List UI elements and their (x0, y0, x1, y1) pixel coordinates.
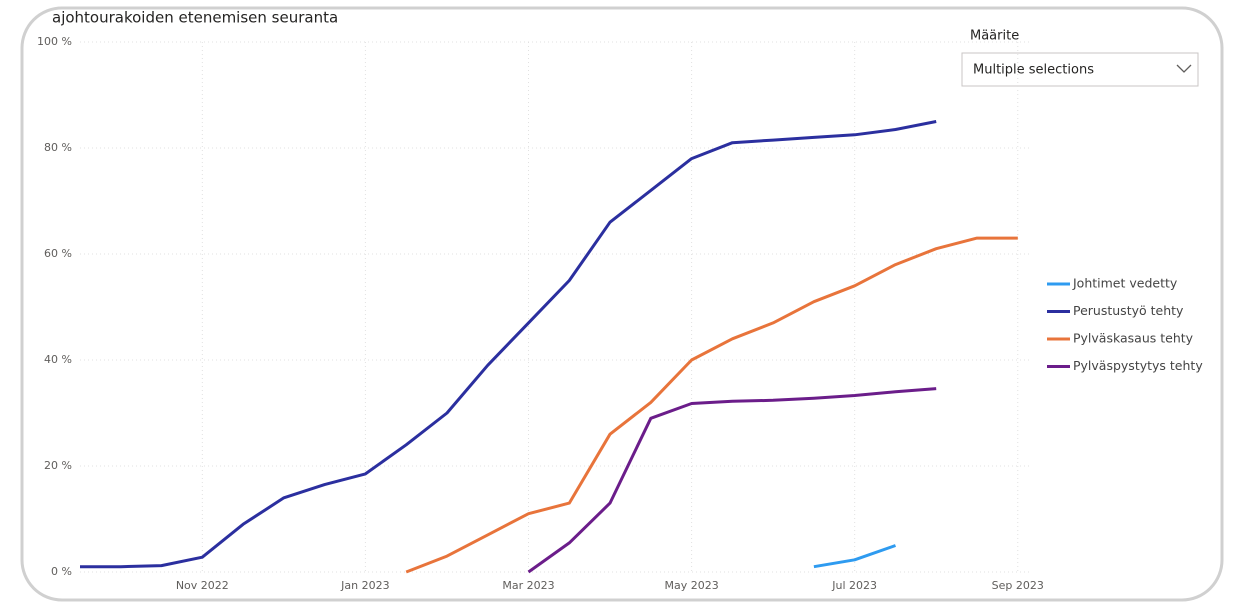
y-tick-label: 0 % (51, 565, 72, 578)
x-tick-label: May 2023 (664, 579, 718, 592)
dropdown-chevron[interactable] (1176, 64, 1192, 73)
series-line (80, 120, 937, 569)
legend-label: Pylväskasaus tehty (1073, 331, 1194, 346)
y-tick-label: 20 % (44, 459, 72, 472)
series-line (813, 544, 896, 569)
frame (20, 6, 1224, 602)
slicer-value[interactable]: Multiple selections (973, 63, 1094, 78)
slicer-label: Määrite (970, 29, 1019, 44)
x-tick-label: Jan 2023 (340, 579, 389, 592)
series-line (405, 236, 1018, 574)
y-tick-label: 100 % (37, 35, 72, 48)
series-line (527, 387, 937, 574)
legend-label: Johtimet vedetty (1072, 276, 1178, 291)
x-tick-label: Jul 2023 (831, 579, 877, 592)
legend-label: Pylväspystytys tehty (1073, 358, 1203, 373)
y-tick-label: 80 % (44, 141, 72, 154)
y-tick-label: 60 % (44, 247, 72, 260)
x-tick-label: Sep 2023 (992, 579, 1044, 592)
chart-title: ajohtourakoiden etenemisen seuranta (52, 9, 338, 27)
legend-label: Perustustyö tehty (1073, 303, 1184, 318)
slicer-dropdown[interactable] (961, 52, 1199, 87)
x-tick-label: Nov 2022 (176, 579, 229, 592)
y-tick-label: 40 % (44, 353, 72, 366)
x-tick-label: Mar 2023 (502, 579, 554, 592)
